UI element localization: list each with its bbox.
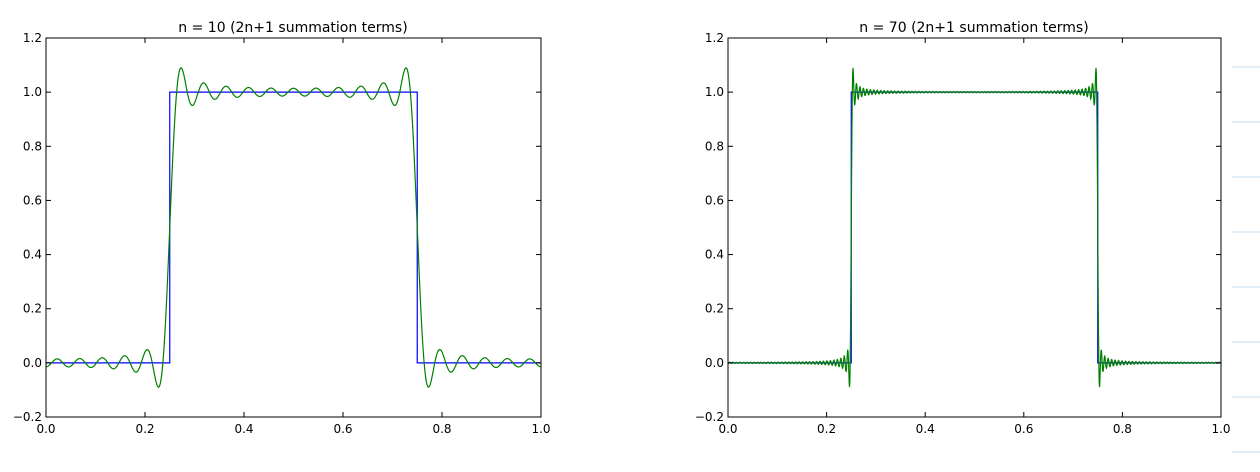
series-group: [727, 67, 1222, 388]
plot-frame: [727, 37, 1222, 418]
y-tick-label: 1.0: [705, 85, 724, 99]
chart-title: n = 70 (2n+1 summation terms): [859, 20, 1088, 36]
x-tick-label: 0.2: [817, 422, 836, 436]
x-tick-label: 0.6: [333, 422, 352, 436]
x-tick-label: 0.0: [718, 422, 737, 436]
x-tick-label: 0.4: [234, 422, 253, 436]
plot-frame: [45, 37, 542, 418]
y-tick-label: −0.2: [13, 410, 42, 424]
y-tick-label: 0.8: [23, 139, 42, 153]
x-tick-label: 0.8: [432, 422, 451, 436]
tick-group: 0.0 0.2 0.4 0.6 0.8 1.0−0.20.00.20.40.60.81.0…: [695, 31, 1231, 436]
right-edge-decoration: [1232, 66, 1260, 453]
x-tick-label: 0.2: [135, 422, 154, 436]
y-tick-label: 0.2: [23, 302, 42, 316]
x-tick-label: 1.0: [1211, 422, 1230, 436]
x-tick-label: 0.0: [36, 422, 55, 436]
chart-n10: n = 10 (2n+1 summation terms) 0.0 0.2 0.4 0…: [13, 20, 551, 436]
y-tick-label: 0.6: [705, 193, 724, 207]
x-tick-label: 0.8: [1113, 422, 1132, 436]
series-group: [45, 67, 542, 388]
y-tick-label: 1.2: [23, 31, 42, 45]
y-tick-label: 0.6: [23, 193, 42, 207]
y-tick-label: 0.0: [705, 356, 724, 370]
series-square-wave: [46, 91, 541, 364]
series-fourier-approximation: [45, 67, 542, 388]
x-tick-label: 0.4: [916, 422, 935, 436]
x-tick-label: 1.0: [531, 422, 550, 436]
series-fourier-approximation: [727, 67, 1222, 388]
y-tick-label: 0.8: [705, 139, 724, 153]
y-tick-label: 0.0: [23, 356, 42, 370]
y-tick-label: 1.2: [705, 31, 724, 45]
x-tick-label: 0.6: [1014, 422, 1033, 436]
chart-n70: n = 70 (2n+1 summation terms) 0.0 0.2 0.4 0…: [695, 20, 1231, 436]
y-tick-label: 0.4: [705, 248, 724, 262]
y-tick-label: 1.0: [23, 85, 42, 99]
chart-title: n = 10 (2n+1 summation terms): [178, 20, 407, 36]
y-tick-label: 0.4: [23, 248, 42, 262]
tick-group: 0.0 0.2 0.4 0.6 0.8 1.0−0.20.00.20.40.60.81.0…: [13, 31, 551, 436]
y-tick-label: 0.2: [705, 302, 724, 316]
series-square-wave: [728, 91, 1221, 364]
y-tick-label: −0.2: [695, 410, 724, 424]
